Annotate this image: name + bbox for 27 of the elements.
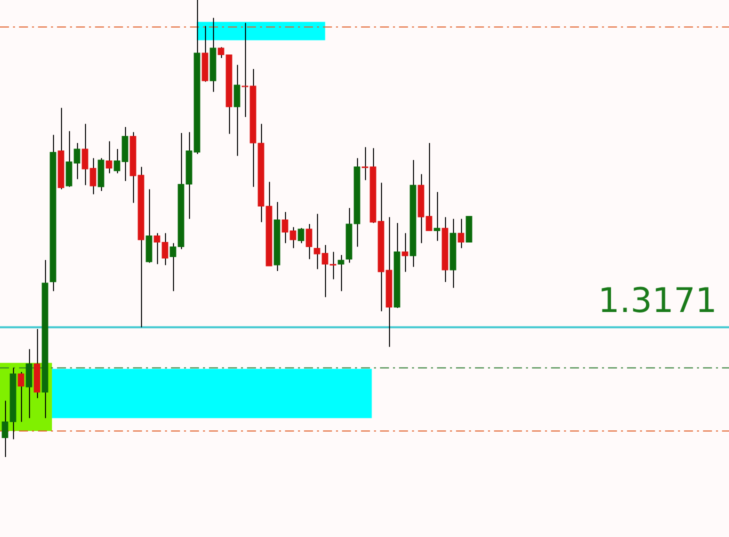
candlestick — [298, 228, 304, 244]
candlestick — [114, 148, 120, 174]
candlestick — [74, 142, 80, 180]
candlestick — [2, 400, 8, 458]
candlestick — [338, 254, 344, 292]
candlestick — [282, 212, 288, 244]
candlestick — [290, 226, 296, 249]
candlestick — [426, 142, 432, 232]
candlestick — [82, 123, 88, 186]
candlestick — [458, 218, 464, 249]
candlestick — [106, 140, 112, 174]
text: 1.3171 — [598, 281, 717, 321]
candlestick — [306, 223, 312, 260]
candlestick — [90, 158, 96, 195]
candlestick — [242, 22, 248, 118]
candlestick — [402, 232, 408, 272]
candlestick — [162, 232, 168, 266]
candlestick — [66, 130, 72, 188]
candlestick — [434, 191, 440, 242]
candlestick — [170, 242, 176, 292]
candlestick — [18, 372, 24, 422]
candlestick — [234, 64, 240, 156]
candlestick — [154, 232, 160, 265]
candlestick — [218, 46, 224, 59]
candlestick — [314, 213, 320, 270]
candlestick — [322, 244, 328, 298]
candlestick — [26, 348, 32, 419]
